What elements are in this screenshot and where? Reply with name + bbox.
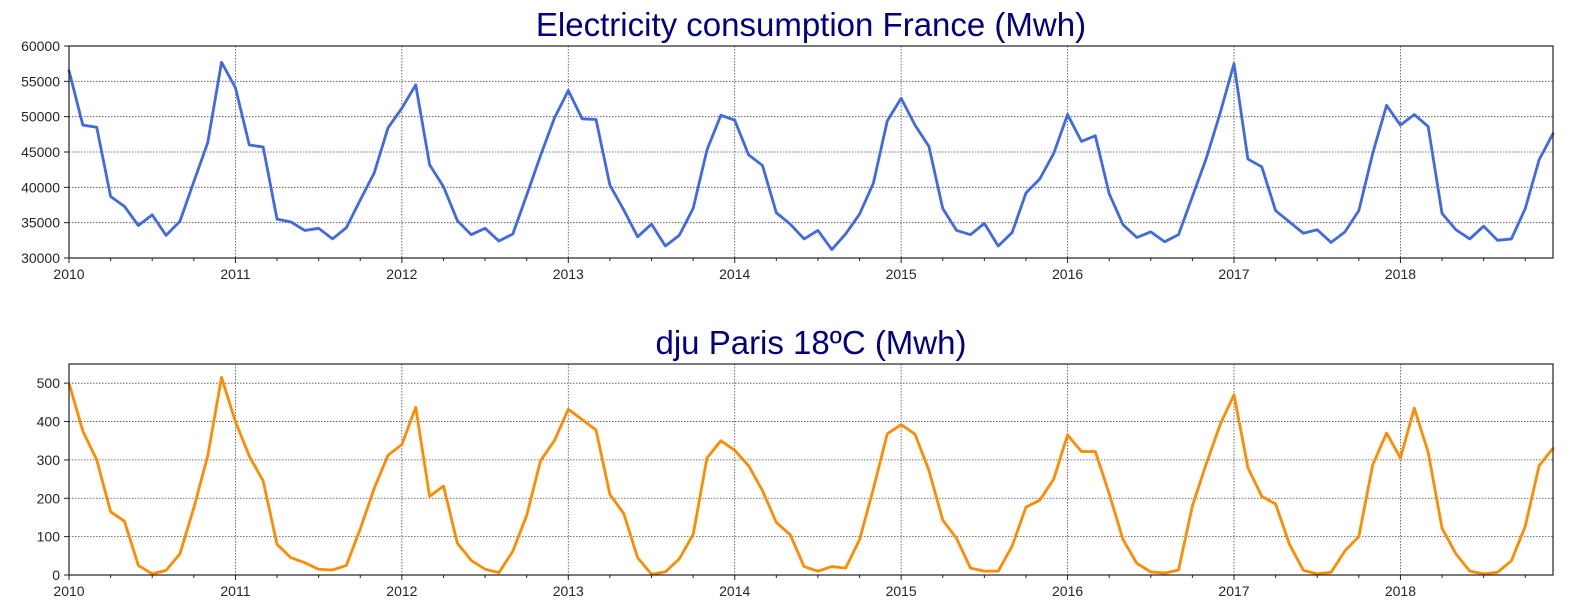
x-tick-label: 2013: [553, 583, 584, 599]
plot-frame: [68, 363, 1554, 576]
x-tick-label: 2015: [886, 266, 917, 282]
y-tick-label: 40000: [21, 179, 60, 195]
y-tick-label: 35000: [21, 215, 60, 231]
y-tick-label: 55000: [21, 73, 60, 89]
x-tick-label: 2016: [1052, 583, 1083, 599]
y-tick-label: 60000: [21, 38, 60, 54]
y-tick-label: 300: [37, 452, 61, 468]
x-tick-label: 2010: [53, 583, 84, 599]
dju-chart: dju Paris 18ºC (Mwh) 0 100 200 300 400 500 201…: [37, 324, 1555, 599]
plot-frame: [68, 45, 1554, 259]
x-tick-label: 2017: [1218, 266, 1249, 282]
electricity-chart: Electricity consumption France (Mwh) 300…: [21, 6, 1555, 282]
x-tick-label: 2011: [220, 583, 250, 599]
chart-title: Electricity consumption France (Mwh): [536, 6, 1086, 43]
y-tick-label: 30000: [21, 250, 60, 266]
y-tick-label: 200: [37, 490, 61, 506]
series-line: [67, 60, 1555, 251]
x-tick-label: 2011: [220, 266, 250, 282]
x-tick-label: 2018: [1385, 266, 1416, 282]
series-line: [67, 376, 1555, 576]
x-tick-label: 2015: [886, 583, 917, 599]
x-tick-label: 2016: [1052, 266, 1083, 282]
x-tick-label: 2012: [386, 583, 417, 599]
y-tick-label: 500: [37, 375, 61, 391]
y-tick-label: 100: [37, 529, 61, 545]
chart-title: dju Paris 18ºC (Mwh): [656, 324, 967, 361]
y-tick-label: 45000: [21, 144, 60, 160]
x-tick-label: 2018: [1385, 583, 1416, 599]
x-tick-label: 2013: [553, 266, 584, 282]
x-tick-label: 2017: [1218, 583, 1249, 599]
x-tick-label: 2012: [386, 266, 417, 282]
y-tick-label: 50000: [21, 109, 60, 125]
x-tick-label: 2014: [719, 583, 750, 599]
y-tick-label: 400: [37, 414, 61, 430]
x-tick-label: 2010: [53, 266, 84, 282]
x-tick-label: 2014: [719, 266, 750, 282]
y-tick-label: 0: [52, 567, 60, 583]
